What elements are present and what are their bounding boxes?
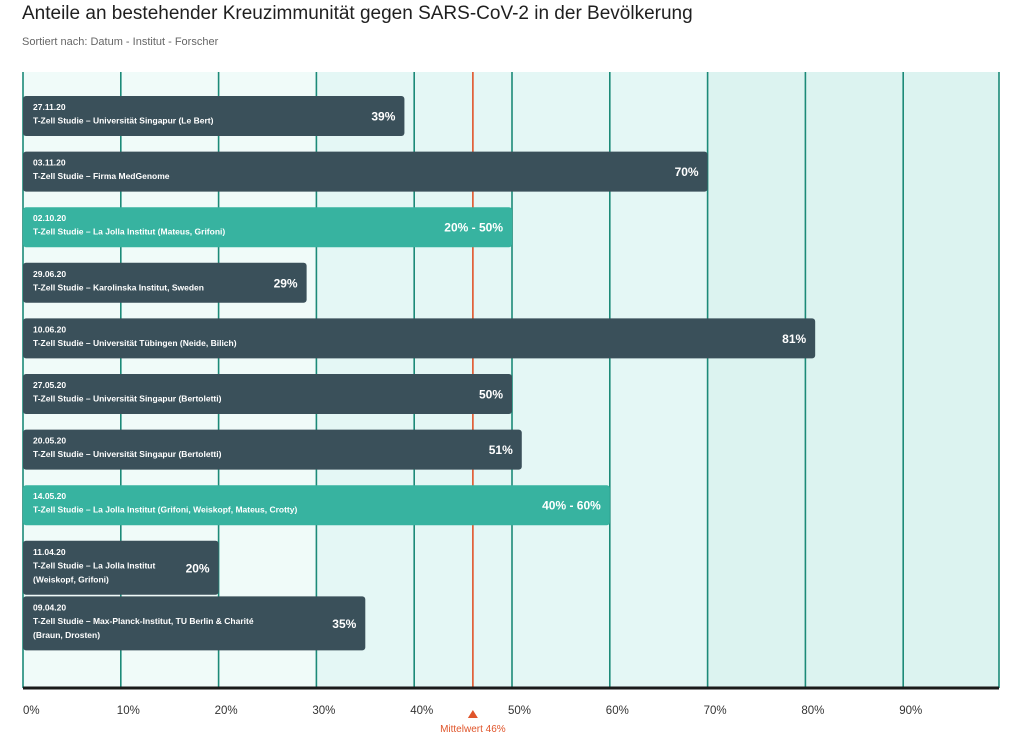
bar bbox=[23, 540, 219, 595]
data-label: 81% bbox=[782, 332, 806, 346]
bar bbox=[23, 596, 366, 651]
bar-label: T-Zell Studie – Universität Singapur (Be… bbox=[33, 394, 222, 404]
data-label: 40% - 60% bbox=[542, 499, 601, 513]
x-tick-label: 90% bbox=[899, 705, 922, 717]
x-tick-label: 30% bbox=[312, 705, 335, 717]
chart-title: Anteile an bestehender Kreuzimmunität ge… bbox=[22, 3, 693, 24]
bar-label: T-Zell Studie – La Jolla Institut (Mateu… bbox=[33, 227, 225, 237]
data-label: 20% bbox=[186, 561, 210, 575]
data-label: 51% bbox=[489, 443, 513, 457]
bar bbox=[23, 374, 512, 414]
bar-label: (Weiskopf, Grifoni) bbox=[33, 574, 109, 584]
x-tick-label: 50% bbox=[508, 705, 531, 717]
chart-subtitle: Sortiert nach: Datum - Institut - Forsch… bbox=[22, 36, 219, 48]
bar-label: T-Zell Studie – Max-Planck-Institut, TU … bbox=[33, 616, 254, 626]
bar-date: 27.05.20 bbox=[33, 380, 66, 390]
x-tick-label: 80% bbox=[801, 705, 824, 717]
bar-date: 29.06.20 bbox=[33, 269, 66, 279]
bar-date: 03.11.20 bbox=[33, 158, 66, 168]
bar-date: 11.04.20 bbox=[33, 547, 66, 557]
grid-band bbox=[805, 72, 904, 688]
mean-marker bbox=[467, 710, 478, 718]
bar-label: T-Zell Studie – Universität Singapur (Le… bbox=[33, 116, 214, 126]
x-tick-label: 40% bbox=[410, 705, 433, 717]
x-tick-label: 70% bbox=[704, 705, 727, 717]
data-label: 20% - 50% bbox=[444, 221, 503, 235]
bar bbox=[23, 318, 816, 359]
bar-date: 27.11.20 bbox=[33, 102, 66, 112]
bar-date: 09.04.20 bbox=[33, 602, 66, 612]
bar-date: 02.10.20 bbox=[33, 213, 66, 223]
bar-date: 10.06.20 bbox=[33, 324, 66, 334]
bar-label: T-Zell Studie – Karolinska Institut, Swe… bbox=[33, 282, 204, 292]
data-label: 35% bbox=[332, 617, 356, 631]
bar-date: 14.05.20 bbox=[33, 491, 66, 501]
bar-label: T-Zell Studie – La Jolla Institut (Grifo… bbox=[33, 505, 297, 515]
bar bbox=[23, 96, 405, 136]
bar-date: 20.05.20 bbox=[33, 436, 66, 446]
bar bbox=[23, 485, 610, 526]
data-label: 29% bbox=[274, 276, 298, 290]
data-label: 50% bbox=[479, 388, 503, 402]
x-tick-label: 0% bbox=[23, 705, 40, 717]
bar-label: T-Zell Studie – La Jolla Institut bbox=[33, 560, 155, 570]
x-tick-label: 20% bbox=[215, 705, 238, 717]
bar bbox=[23, 207, 512, 248]
bar bbox=[23, 429, 522, 470]
bar-label: T-Zell Studie – Universität Singapur (Be… bbox=[33, 449, 222, 459]
bar bbox=[23, 262, 307, 303]
grid-band bbox=[707, 72, 806, 688]
mean-label: Mittelwert 46% bbox=[440, 724, 506, 735]
data-label: 39% bbox=[371, 110, 395, 124]
bar bbox=[23, 151, 708, 192]
x-tick-label: 60% bbox=[606, 705, 629, 717]
bar-label: (Braun, Drosten) bbox=[33, 630, 100, 640]
grid-band bbox=[903, 72, 999, 688]
bar-label: T-Zell Studie – Firma MedGenome bbox=[33, 171, 170, 181]
bar-label: T-Zell Studie – Universität Tübingen (Ne… bbox=[33, 338, 237, 348]
data-label: 70% bbox=[675, 165, 699, 179]
x-tick-label: 10% bbox=[117, 705, 140, 717]
